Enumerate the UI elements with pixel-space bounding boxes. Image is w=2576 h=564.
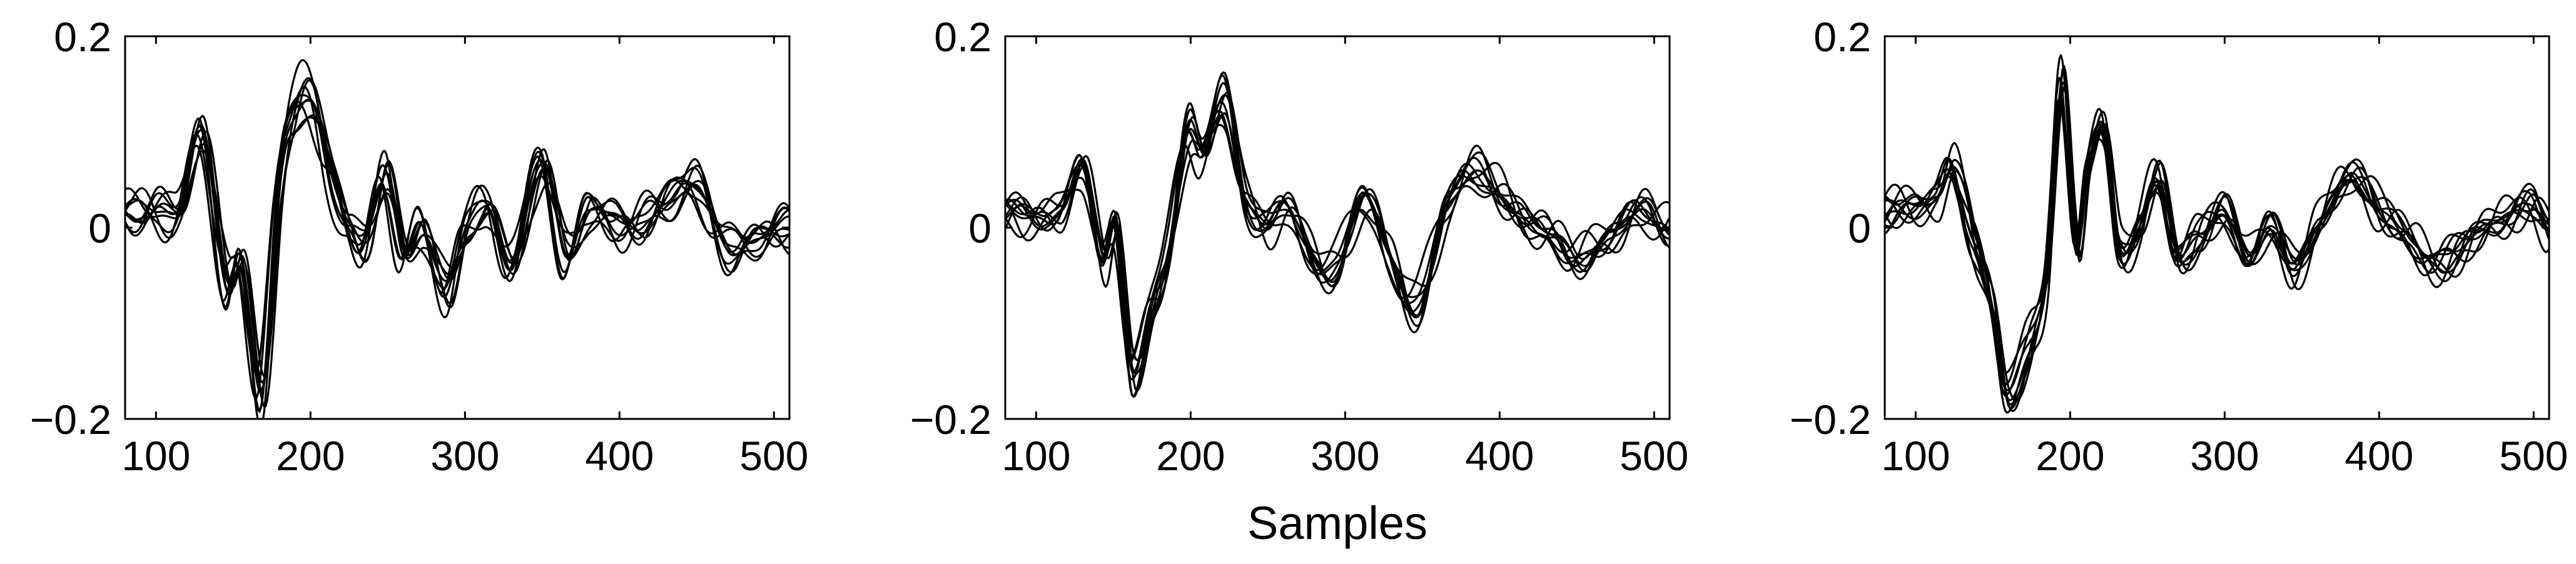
panel-1: 100 200 300 400 500 0.2 0 −0.2 bbox=[30, 14, 809, 479]
waveform-trace bbox=[1885, 65, 2549, 410]
panel-3: 100 200 300 400 500 0.2 0 −0.2 bbox=[1790, 14, 2568, 479]
x-tick-label: 200 bbox=[1156, 433, 1225, 479]
waveform-trace bbox=[1885, 70, 2549, 406]
x-tick-label: 100 bbox=[1881, 433, 1950, 479]
waveform-trace bbox=[1005, 109, 1670, 381]
x-tick-label: 300 bbox=[2190, 433, 2259, 479]
x-axis-label: Samples bbox=[1247, 497, 1427, 549]
x-tick-label: 300 bbox=[1311, 433, 1379, 479]
x-tick-label: 400 bbox=[585, 433, 654, 479]
x-tick-label: 500 bbox=[1620, 433, 1688, 479]
panel-2: 100 200 300 400 500 0.2 0 −0.2 bbox=[910, 14, 1689, 479]
plot-frame bbox=[124, 35, 791, 420]
waveform-trace bbox=[125, 99, 789, 411]
y-tick-label: −0.2 bbox=[910, 396, 991, 443]
traces bbox=[1005, 71, 1670, 398]
waveform-trace bbox=[1885, 86, 2549, 412]
x-tick-label: 300 bbox=[430, 433, 499, 479]
waveform-trace bbox=[1005, 91, 1670, 392]
y-tick-label: −0.2 bbox=[30, 396, 111, 443]
x-tick-label: 400 bbox=[1465, 433, 1534, 479]
x-tick-label: 500 bbox=[739, 433, 808, 479]
x-tick-label: 500 bbox=[2499, 433, 2568, 479]
waveform-trace bbox=[1885, 104, 2549, 385]
y-tick-label: 0.2 bbox=[934, 14, 991, 60]
waveform-trace bbox=[125, 77, 789, 408]
traces bbox=[125, 59, 789, 419]
y-tick-label: 0 bbox=[1848, 205, 1871, 251]
y-tick-label: 0.2 bbox=[1813, 14, 1871, 60]
waveform-trace bbox=[1885, 97, 2549, 391]
x-tick-label: 400 bbox=[2345, 433, 2413, 479]
waveform-trace bbox=[1005, 124, 1670, 361]
waveform-trace bbox=[1885, 77, 2549, 397]
x-tick-label: 200 bbox=[276, 433, 345, 479]
traces bbox=[1885, 54, 2549, 414]
waveform-trace bbox=[1005, 94, 1670, 361]
waveform-trace bbox=[1005, 74, 1670, 358]
y-tick-label: 0.2 bbox=[54, 14, 111, 60]
waveform-trace bbox=[1005, 114, 1670, 363]
plot-frame bbox=[1884, 35, 2550, 420]
plot-frame bbox=[1004, 35, 1671, 420]
y-tick-label: 0 bbox=[88, 205, 111, 251]
waveform-trace bbox=[1005, 112, 1670, 374]
x-tick-label: 100 bbox=[1001, 433, 1070, 479]
x-tick-label: 100 bbox=[121, 433, 190, 479]
y-tick-label: 0 bbox=[968, 205, 991, 251]
x-tick-label: 200 bbox=[2036, 433, 2104, 479]
y-tick-label: −0.2 bbox=[1790, 396, 1871, 443]
